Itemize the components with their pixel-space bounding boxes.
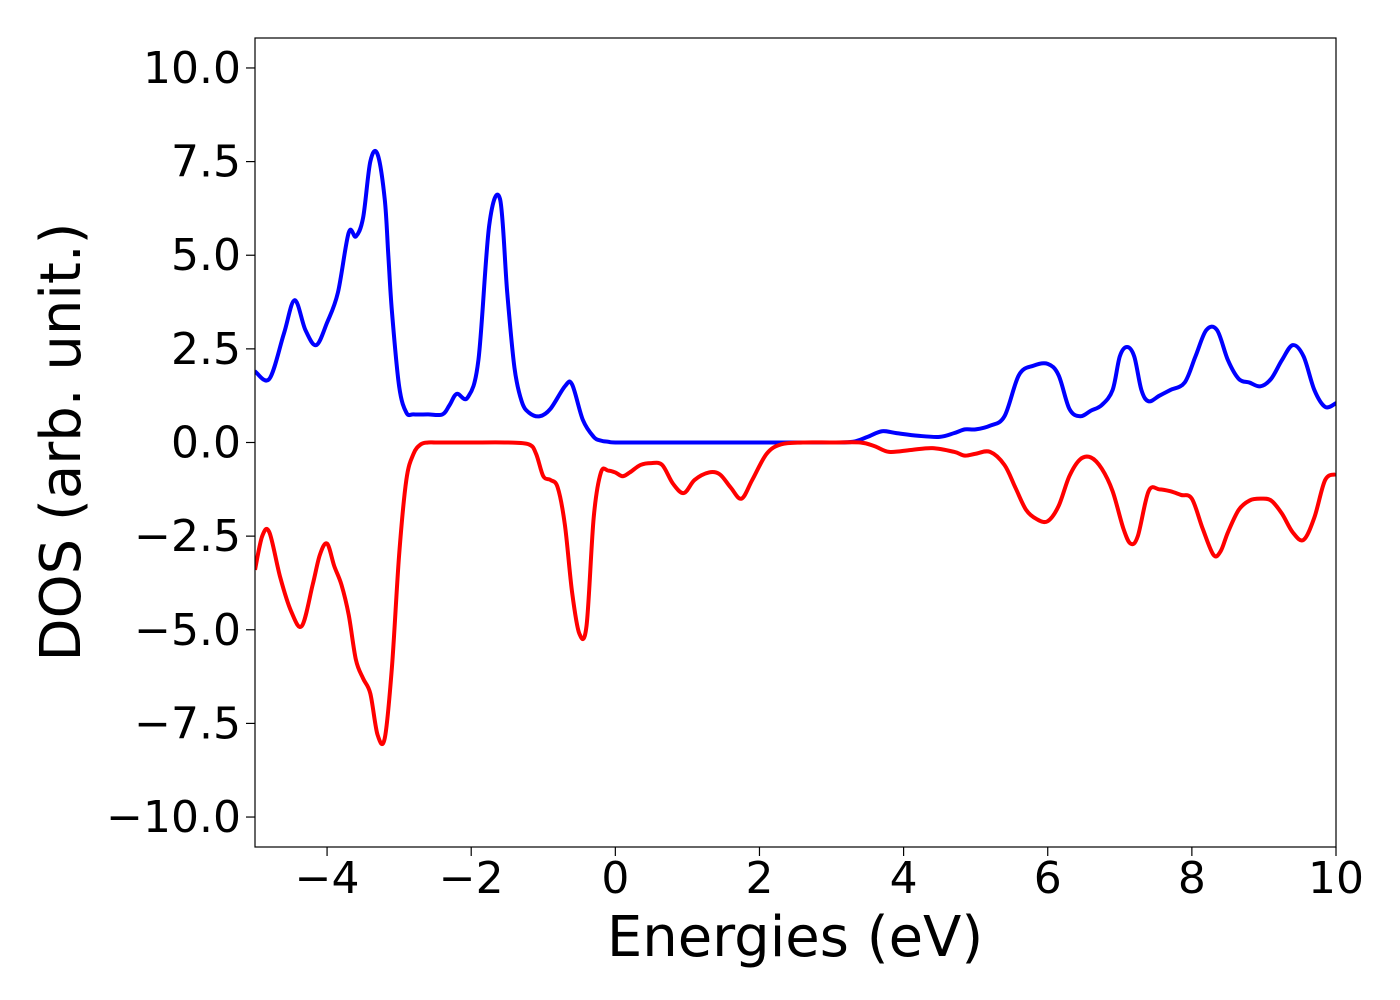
y-axis-title: DOS (arb. unit.) (29, 222, 94, 661)
x-axis-title: Energies (eV) (607, 905, 983, 970)
x-tick-label: 2 (745, 853, 773, 904)
y-tick-label: 5.0 (171, 230, 241, 281)
x-tick-label: 0 (601, 853, 629, 904)
y-tick-label: 0.0 (171, 418, 241, 469)
x-tick-label: −4 (295, 853, 360, 904)
x-tick-label: 4 (890, 853, 918, 904)
dos-up-line (255, 148, 1336, 445)
dos-down-line (255, 440, 1336, 747)
y-tick-label: 10.0 (143, 43, 241, 94)
y-tick-label: 7.5 (171, 137, 241, 188)
y-tick-label: −5.0 (134, 605, 241, 656)
y-tick-label: −10.0 (106, 792, 241, 843)
y-tick-label: −7.5 (134, 698, 241, 749)
x-tick-label: 10 (1308, 853, 1364, 904)
x-tick-label: 8 (1178, 853, 1206, 904)
y-tick-label: 2.5 (171, 324, 241, 375)
x-tick-label: −2 (439, 853, 504, 904)
x-tick-label: 6 (1034, 853, 1062, 904)
y-tick-label: −2.5 (134, 511, 241, 562)
